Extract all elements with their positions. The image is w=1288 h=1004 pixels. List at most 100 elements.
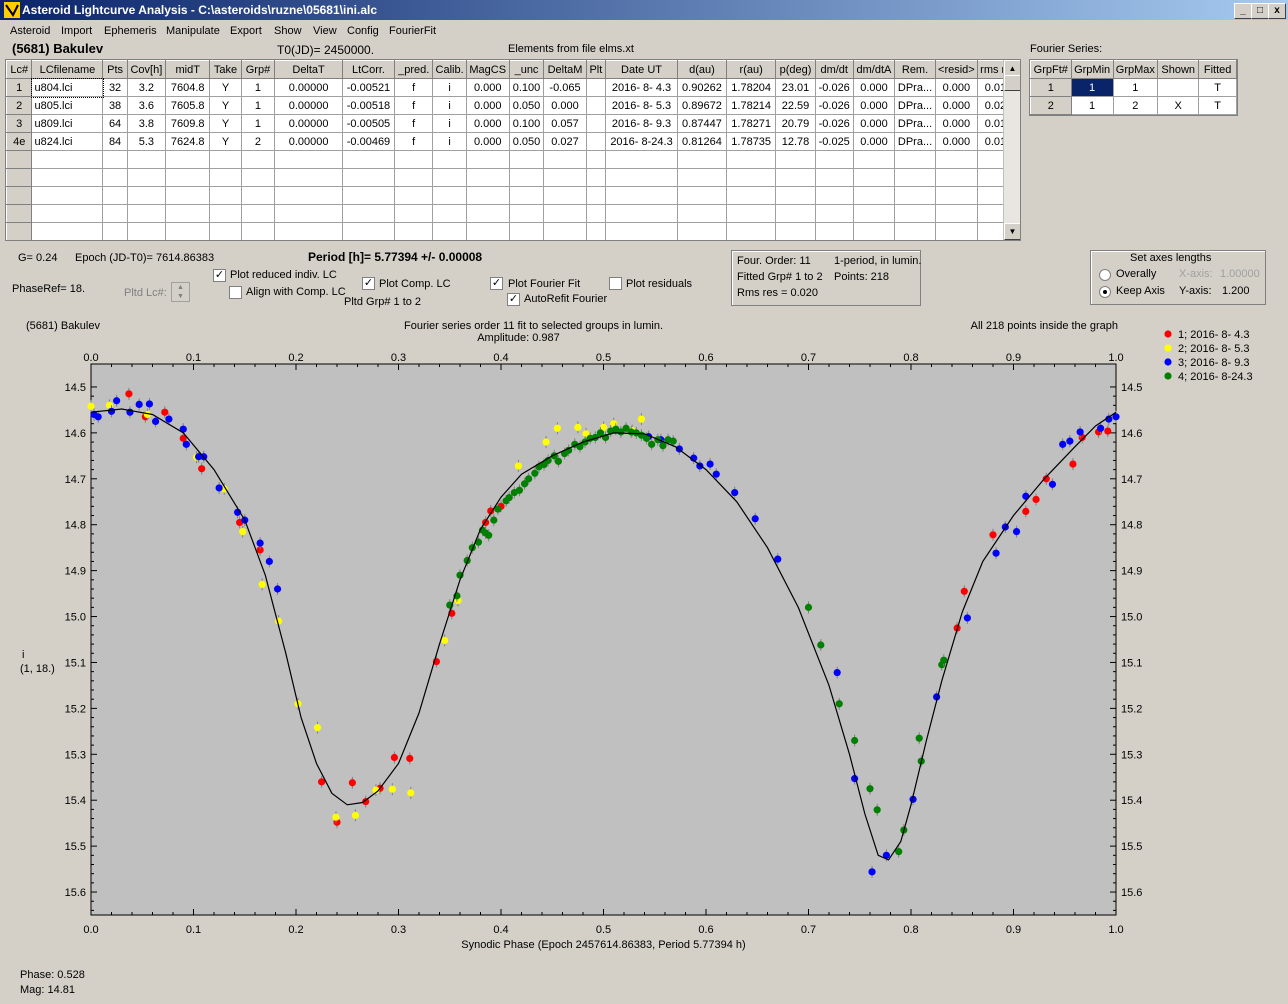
fourier-cell[interactable]: 1 [1112,78,1159,97]
table-cell[interactable]: i [432,78,467,97]
table-cell[interactable]: 0.050 [508,96,545,115]
table-cell[interactable]: u804.lci [30,77,104,98]
table-cell[interactable] [543,222,587,240]
table-cell[interactable] [508,168,545,187]
table-cell[interactable] [32,241,103,242]
table-cell[interactable]: DPra... [894,96,936,115]
table-cell[interactable]: 0.000 [852,132,896,151]
fourier-cell[interactable]: 2 [1030,96,1072,115]
table-cell[interactable] [606,241,678,242]
table-cell[interactable]: 0.000 [852,114,896,133]
table-cell[interactable]: 0.89672 [676,96,728,115]
table-cell[interactable] [341,204,396,223]
table-cell[interactable] [6,204,33,223]
table-cell[interactable]: 0.000 [934,114,979,133]
table-cell[interactable] [934,150,979,169]
table-cell[interactable] [543,186,587,205]
fourier-cell[interactable]: 2 [1112,96,1159,115]
y-axis-value[interactable]: 1.200 [1222,285,1250,297]
table-cell[interactable]: 0.050 [508,132,545,151]
table-cell[interactable]: 0.000 [852,78,896,97]
menu-export[interactable]: Export [230,25,262,37]
table-cell[interactable] [433,241,467,242]
table-cell[interactable] [394,168,434,187]
table-cell[interactable] [432,222,467,240]
table-cell[interactable] [6,222,33,240]
table-cell[interactable]: -0.00521 [341,78,396,97]
column-header[interactable]: dm/dtA [852,60,896,79]
keep-axis-radio[interactable] [1099,286,1111,298]
table-cell[interactable]: 7604.8 [164,78,211,97]
table-cell[interactable] [466,241,509,242]
fourier-column-header[interactable]: Fitted [1198,60,1237,79]
table-cell[interactable]: 0.057 [543,114,587,133]
table-cell[interactable]: 0.000 [934,96,979,115]
table-cell[interactable] [978,241,1020,242]
table-cell[interactable] [814,186,854,205]
table-cell[interactable] [394,222,434,240]
table-cell[interactable] [814,168,854,187]
scroll-down-icon[interactable]: ▼ [1004,223,1020,240]
table-cell[interactable]: 22.59 [775,96,816,115]
overally-radio[interactable] [1099,269,1111,281]
menu-show[interactable]: Show [274,25,302,37]
table-cell[interactable] [31,222,104,240]
table-cell[interactable]: DPra... [894,78,936,97]
plot-fourier-checkbox[interactable]: ✓ [490,277,503,290]
column-header[interactable]: <resid> [934,60,979,79]
row-header[interactable]: 3 [6,114,33,133]
fourier-cell[interactable]: 1 [1070,96,1114,115]
table-cell[interactable]: 12.78 [775,132,816,151]
table-cell[interactable]: -0.00518 [341,96,396,115]
table-cell[interactable] [894,222,936,240]
table-cell[interactable] [240,150,276,169]
fourier-cell[interactable]: T [1198,96,1237,115]
table-cell[interactable] [852,204,896,223]
table-cell[interactable] [102,150,128,169]
table-cell[interactable] [585,132,607,151]
table-cell[interactable] [852,222,896,240]
table-cell[interactable] [894,150,936,169]
table-cell[interactable] [852,186,896,205]
table-cell[interactable] [586,241,606,242]
table-cell[interactable]: 0.87447 [676,114,728,133]
table-row[interactable]: 4e u824.lci 84 5.3 7624.8 Y 2 0.00000 -0.00469 f i… [6,132,1020,151]
table-cell[interactable] [894,186,936,205]
table-cell[interactable] [432,168,467,187]
table-cell[interactable]: 7624.8 [164,132,211,151]
table-cell[interactable]: 3.8 [126,114,166,133]
table-cell[interactable] [775,186,816,205]
column-header[interactable]: Pts [102,60,128,79]
table-cell[interactable]: 1.78204 [726,78,777,97]
table-cell[interactable] [102,168,128,187]
table-cell[interactable] [585,186,607,205]
table-cell[interactable]: -0.00505 [341,114,396,133]
lightcurve-plot-panel[interactable]: (5681) Bakulev Fourier series order 11 fi… [14,314,1276,964]
table-cell[interactable]: Y [209,78,242,97]
table-cell[interactable]: u809.lci [31,114,104,133]
table-cell[interactable] [465,168,510,187]
table-cell[interactable] [274,150,343,169]
empty-row[interactable] [6,222,1020,240]
column-header[interactable]: DeltaM [543,60,587,79]
x-axis-value[interactable]: 1.00000 [1220,268,1260,280]
table-cell[interactable] [775,222,816,240]
column-header[interactable]: d(au) [676,60,728,79]
column-header[interactable]: Lc# [6,60,33,79]
table-cell[interactable]: f [394,114,434,133]
table-cell[interactable] [935,241,977,242]
table-cell[interactable] [775,204,816,223]
table-cell[interactable]: 0.00000 [274,96,343,115]
table-row[interactable]: 2 u805.lci 38 3.6 7605.8 Y 1 0.00000 -0.00518 f i 0… [6,96,1020,115]
table-cell[interactable]: -0.026 [814,78,854,97]
table-cell[interactable] [102,186,128,205]
table-cell[interactable] [726,150,777,169]
column-header[interactable]: Plt [585,60,607,79]
table-cell[interactable] [676,186,728,205]
table-cell[interactable] [394,150,434,169]
align-comp-checkbox[interactable] [229,286,242,299]
plot-residuals-checkbox[interactable] [609,277,622,290]
table-cell[interactable] [726,168,777,187]
table-cell[interactable] [726,222,777,240]
